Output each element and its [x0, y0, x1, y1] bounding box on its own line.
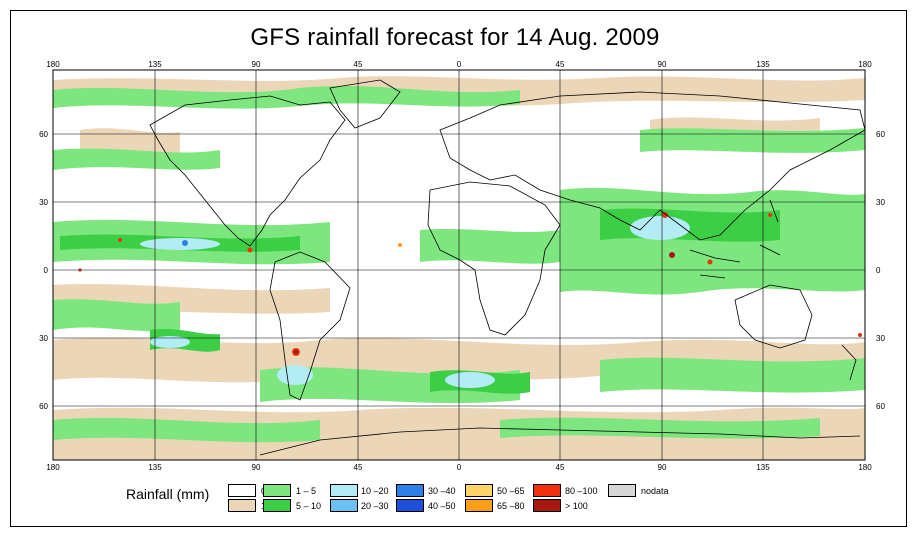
lon-tick: 135	[756, 60, 770, 69]
legend-label: 20 –30	[361, 501, 389, 511]
lat-tick: 0	[44, 266, 49, 275]
lon-tick: 45	[354, 463, 363, 472]
lon-tick: 90	[658, 60, 667, 69]
legend-swatch	[228, 484, 256, 497]
lon-tick: 180	[858, 60, 872, 69]
legend-swatch	[396, 484, 424, 497]
legend-swatch	[533, 484, 561, 497]
legend-title: Rainfall (mm)	[126, 486, 210, 502]
legend-label: 50 –65	[497, 486, 525, 496]
lon-tick: 0	[457, 463, 462, 472]
lon-tick: 180	[46, 60, 60, 69]
lon-tick: 45	[354, 60, 363, 69]
legend-label: 5 – 10	[296, 501, 322, 511]
legend-swatch	[263, 484, 291, 497]
lon-tick: 45	[556, 60, 565, 69]
lat-tick: 30	[39, 198, 48, 207]
lat-tick: 60	[876, 402, 885, 411]
south-america-outline	[269, 251, 351, 401]
lat-tick: 0	[876, 266, 881, 275]
map-title: GFS rainfall forecast for 14 Aug. 2009	[250, 24, 660, 51]
lat-tick: 30	[876, 198, 885, 207]
latitude-ticks-right: 60 30 0 30 60	[876, 130, 885, 411]
lon-tick: 135	[148, 463, 162, 472]
lat-tick: 60	[39, 130, 48, 139]
lon-tick: 90	[252, 463, 261, 472]
lon-tick: 45	[556, 463, 565, 472]
legend-label: nodata	[641, 486, 669, 496]
lon-tick: 90	[252, 60, 261, 69]
legend-swatch	[465, 484, 493, 497]
map-border	[52, 69, 866, 461]
lon-tick: 135	[148, 60, 162, 69]
lat-tick: 30	[39, 334, 48, 343]
legend-swatch	[533, 499, 561, 512]
africa-outline	[427, 181, 561, 336]
longitude-ticks-bottom: 180 135 90 45 0 45 90 135 180	[46, 463, 872, 472]
legend-swatch	[330, 499, 358, 512]
lat-tick: 60	[39, 402, 48, 411]
legend-swatch	[608, 484, 636, 497]
lon-tick: 135	[756, 463, 770, 472]
rain-10-20mm-areas	[140, 216, 690, 388]
legend-label: 30 –40	[428, 486, 456, 496]
legend-label: 80 –100	[565, 486, 598, 496]
lat-tick: 30	[876, 334, 885, 343]
legend-swatch	[396, 499, 424, 512]
islands-outline	[689, 199, 857, 381]
figure-frame	[10, 10, 907, 527]
lon-tick: 90	[658, 463, 667, 472]
lon-tick: 180	[858, 463, 872, 472]
australia-outline	[734, 284, 813, 349]
legend-swatch	[330, 484, 358, 497]
legend-swatch	[228, 499, 256, 512]
legend-swatch	[465, 499, 493, 512]
north-america-outline	[149, 95, 346, 247]
greenland-outline	[329, 79, 401, 129]
rain-heavy-cores	[78, 212, 862, 356]
legend-label: 10 –20	[361, 486, 389, 496]
lon-tick: 180	[46, 463, 60, 472]
legend-label: 1 – 5	[296, 486, 317, 496]
lat-tick: 60	[876, 130, 885, 139]
legend-swatch	[263, 499, 291, 512]
longitude-ticks-top: 180 135 90 45 0 45 90 135 180	[46, 60, 872, 69]
graticule	[53, 70, 865, 460]
legend-label: > 100	[565, 501, 588, 511]
lon-tick: 0	[457, 60, 462, 69]
eurasia-outline	[439, 91, 865, 241]
latitude-ticks-left: 60 30 0 30 60	[39, 130, 48, 411]
legend-label: 40 –50	[428, 501, 456, 511]
legend-label: 65 –80	[497, 501, 525, 511]
